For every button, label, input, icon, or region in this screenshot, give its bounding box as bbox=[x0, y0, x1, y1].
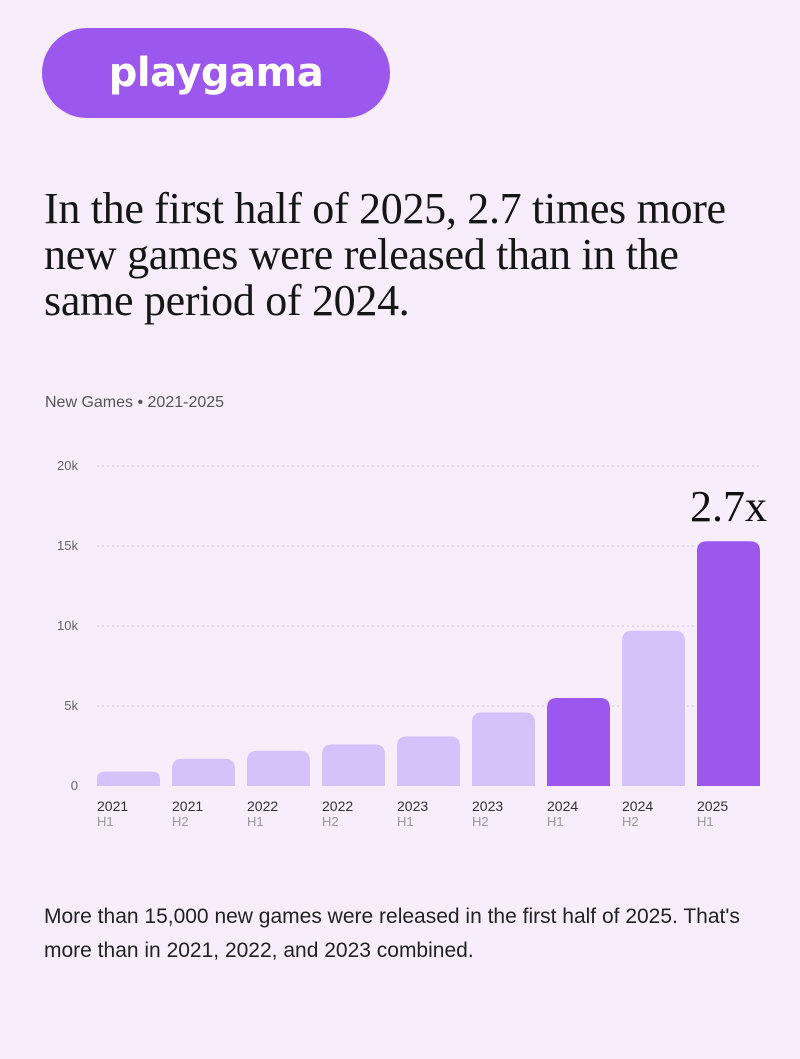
x-tick-half: H1 bbox=[697, 814, 714, 829]
x-tick-year: 2024 bbox=[547, 798, 578, 814]
x-tick-half: H1 bbox=[97, 814, 114, 829]
bar bbox=[247, 750, 310, 786]
bar bbox=[472, 712, 535, 786]
multiplier-annotation: 2.7x bbox=[690, 482, 767, 531]
x-tick-half: H2 bbox=[472, 814, 489, 829]
bar bbox=[622, 630, 685, 786]
bar bbox=[697, 541, 760, 786]
bar bbox=[97, 771, 160, 786]
x-tick-year: 2021 bbox=[97, 798, 128, 814]
x-tick-half: H1 bbox=[547, 814, 564, 829]
y-tick-label: 15k bbox=[57, 538, 78, 553]
x-tick-year: 2023 bbox=[397, 798, 428, 814]
playgama-logo: playgama bbox=[42, 28, 390, 118]
bar bbox=[397, 736, 460, 786]
x-tick-half: H2 bbox=[622, 814, 639, 829]
x-tick-year: 2022 bbox=[247, 798, 278, 814]
footer-text: More than 15,000 new games were released… bbox=[44, 905, 740, 962]
y-tick-label: 5k bbox=[64, 698, 78, 713]
bar bbox=[547, 698, 610, 786]
bar bbox=[322, 744, 385, 786]
x-tick-half: H1 bbox=[397, 814, 414, 829]
x-tick-half: H2 bbox=[322, 814, 339, 829]
x-tick-half: H1 bbox=[247, 814, 264, 829]
chart-caption: New Games • 2021-2025 bbox=[45, 394, 225, 411]
headline: In the first half of 2025, 2.7 times mor… bbox=[44, 184, 726, 325]
x-tick-year: 2023 bbox=[472, 798, 503, 814]
y-tick-label: 0 bbox=[71, 778, 78, 793]
x-tick-year: 2025 bbox=[697, 798, 728, 814]
x-tick-year: 2022 bbox=[322, 798, 353, 814]
x-tick-half: H2 bbox=[172, 814, 189, 829]
bar bbox=[172, 758, 235, 786]
bar-chart: 05k10k15k20k2021H12021H22022H12022H22023… bbox=[57, 458, 767, 829]
x-tick-year: 2024 bbox=[622, 798, 653, 814]
x-tick-year: 2021 bbox=[172, 798, 203, 814]
y-tick-label: 20k bbox=[57, 458, 78, 473]
y-tick-label: 10k bbox=[57, 618, 78, 633]
logo-text: playgama bbox=[108, 50, 324, 96]
